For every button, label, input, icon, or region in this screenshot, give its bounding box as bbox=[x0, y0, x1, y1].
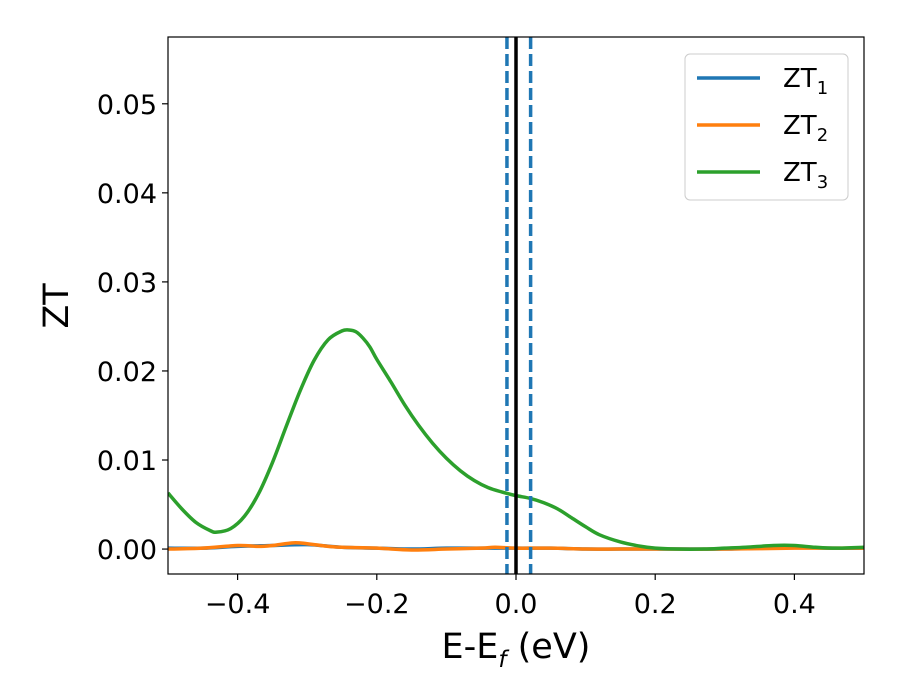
legend-label-zt2: ZT2 bbox=[783, 111, 828, 146]
legend-label-zt3: ZT3 bbox=[783, 158, 828, 193]
legend: ZT1 ZT2 ZT3 bbox=[684, 53, 849, 201]
y-axis-ticks: 0.00 0.01 0.02 0.03 0.04 0.05 bbox=[97, 90, 168, 566]
y-tick-label: 0.02 bbox=[97, 357, 157, 388]
y-tick-label: 0.03 bbox=[97, 268, 157, 299]
x-axis-label: E-Ef (eV) bbox=[442, 627, 591, 673]
x-tick-label: 0.0 bbox=[495, 589, 538, 620]
y-axis-label: ZT bbox=[37, 283, 77, 329]
y-tick-label: 0.05 bbox=[97, 90, 157, 121]
series-line-zt3 bbox=[168, 328, 864, 551]
legend-label-zt1: ZT1 bbox=[783, 64, 828, 99]
x-tick-label: −0.4 bbox=[205, 589, 271, 620]
y-tick-label: 0.01 bbox=[97, 446, 157, 477]
x-axis-label-main: E-E bbox=[442, 627, 499, 667]
series-line-zt2 bbox=[168, 541, 864, 552]
x-tick-label: 0.4 bbox=[773, 589, 816, 620]
y-tick-label: 0.04 bbox=[97, 179, 157, 210]
vertical-lines-layer bbox=[505, 37, 533, 574]
x-axis-label-subscript: f bbox=[498, 647, 509, 673]
legend-box bbox=[684, 53, 849, 201]
x-tick-label: −0.2 bbox=[344, 589, 410, 620]
legend-entries: ZT1 ZT2 ZT3 bbox=[697, 64, 828, 193]
x-tick-label: 0.2 bbox=[634, 589, 677, 620]
y-tick-label: 0.00 bbox=[97, 535, 157, 566]
x-axis-ticks: −0.4 −0.2 0.0 0.2 0.4 bbox=[205, 574, 816, 620]
x-axis-label-unit: (eV) bbox=[507, 627, 591, 667]
